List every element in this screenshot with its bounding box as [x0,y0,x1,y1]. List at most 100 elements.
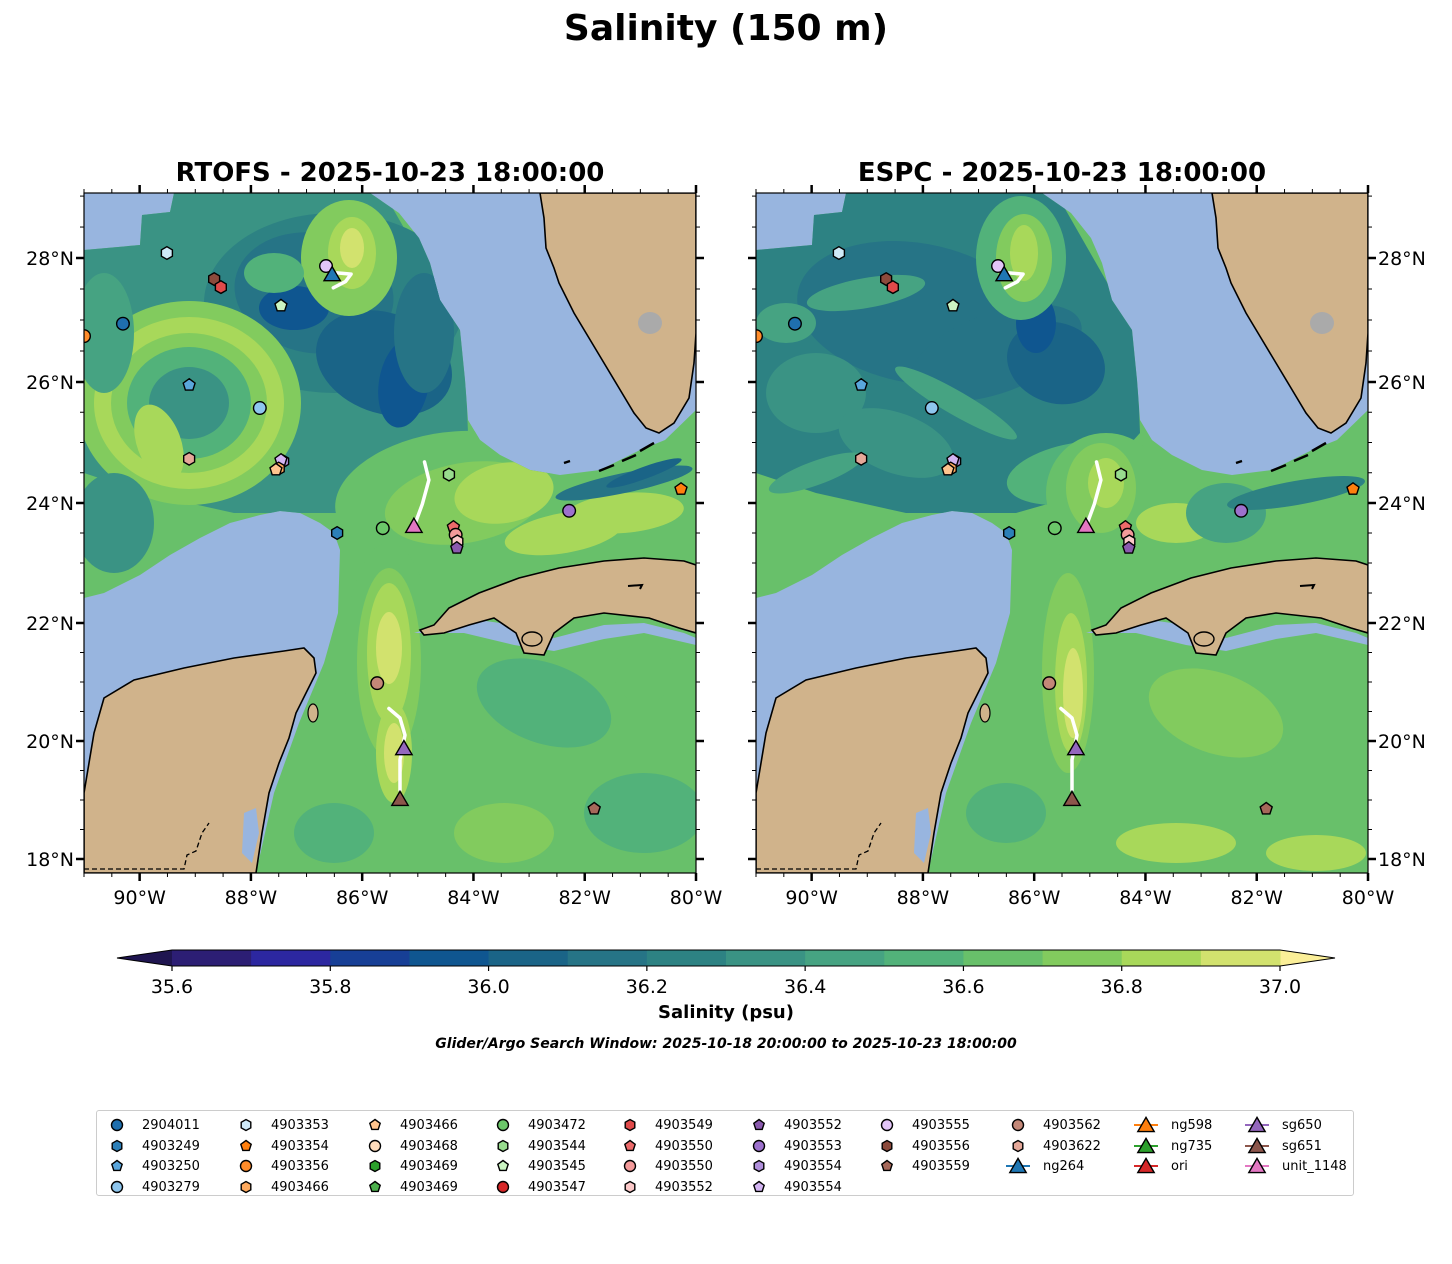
legend-marker-pentagon-icon [239,1139,253,1152]
legend-marker [110,1180,124,1194]
marker-4903559-pentagon [1259,801,1274,815]
legend-label: 4903544 [528,1138,586,1154]
legend-marker-pentagon-icon [368,1118,382,1131]
marker-4903545-pentagon [946,298,960,312]
legend-marker [624,1180,636,1194]
florida-land [539,193,696,434]
colorbar-bin [488,950,569,966]
legend-marker [1247,1116,1267,1133]
legend: 2904011 4903249 4903250 4903279 4903353 49033… [96,1110,1354,1196]
marker-4903354-pentagon [674,481,688,495]
legend-label: 4903559 [912,1158,970,1174]
legend-marker-triangle-icon [1245,1137,1269,1154]
legend-marker-pentagon-icon [752,1180,766,1193]
legend-marker-circle-icon [110,1180,124,1194]
legend-label: 4903353 [271,1117,329,1133]
legend-label: 4903553 [784,1138,842,1154]
salinity-contour [1116,823,1236,863]
colorbar-tick-label: 37.0 [1259,976,1301,998]
salinity-contour [756,303,816,343]
legend-marker [239,1159,253,1173]
legend-marker [240,1180,252,1194]
legend-marker-triangle-icon [1245,1116,1269,1133]
legend-label: ng264 [1043,1158,1085,1174]
legend-label: 4903466 [271,1179,329,1195]
cuba-shelf [1086,618,1368,651]
colorbar-tick-label: 35.6 [151,976,193,998]
colorbar-bin [963,950,1044,966]
legend-marker [368,1139,382,1153]
legend-label: 4903469 [400,1179,458,1195]
legend-marker [240,1118,252,1132]
marker-4903249-hexagon [1002,525,1016,541]
y-tick-label: 18°N [26,849,74,871]
colorbar-extend-max [1280,950,1335,966]
legend-marker [497,1139,509,1153]
glider-track-unit_1148 [1085,460,1103,526]
marker-4903466-pentagon [941,462,955,476]
y-tick-label: 28°N [1378,248,1426,270]
figure-title: Salinity (150 m) [563,8,889,49]
legend-marker-hexagon-icon [369,1159,381,1173]
legend-label: 2904011 [142,1117,200,1133]
legend-marker [110,1118,124,1132]
legend-marker [368,1118,382,1131]
salinity-contour [1148,668,1284,758]
colorbar-bin [1042,950,1123,966]
marker-2904011-circle [115,316,130,331]
lake-okeechobee [1310,312,1334,334]
cayman-islands [1299,583,1316,590]
y-tick-label: 20°N [26,731,74,753]
legend-marker-hexagon-icon [624,1180,636,1194]
legend-label: 4903249 [142,1138,200,1154]
isla-juventud [521,631,543,647]
marker-sg651-triangle [1062,789,1082,807]
legend-label: 4903550 [655,1158,713,1174]
search-window-caption: Glider/Argo Search Window: 2025-10-18 20… [435,1036,1017,1052]
marker-4903552-pentagon [1121,540,1136,554]
legend-marker-pentagon-icon [110,1159,124,1172]
marker-4903353-hexagon [160,245,174,261]
legend-label: 4903466 [400,1117,458,1133]
marker-4903356-circle [84,329,91,344]
marker-4903356-circle [756,329,763,344]
salinity-contour [340,228,364,268]
legend-marker [753,1159,765,1173]
marker-ng264-triangle [322,265,342,282]
legend-label: 4903472 [528,1117,586,1133]
salinity-contour [394,273,454,393]
legend-label: 4903554 [784,1179,842,1195]
espc-salinity-map: 90°W 88°W 86°W 84°W 82°W 80°W 28°N 26°N 24°N 22°N… [748,185,1426,909]
marker-4903553-circle [1234,503,1249,518]
colorbar-bin [805,950,885,966]
legend-marker-hexagon-icon [753,1159,765,1173]
y-tick-label: 24°N [26,493,74,515]
legend-marker [369,1159,381,1173]
marker-4903353-hexagon [832,245,846,261]
colorbar-bin [330,950,410,966]
colorbar-tick-label: 36.4 [784,976,826,998]
x-tick-label: 90°W [113,887,166,909]
legend-label: 4903250 [142,1158,200,1174]
belize-shelf [914,808,931,863]
marker-sg650-triangle [1066,739,1086,756]
legend-label: 4903552 [655,1179,713,1195]
colorbar-tick-label: 36.0 [467,976,509,998]
marker-4903552-pentagon [449,540,464,554]
salinity-contour [838,408,954,478]
y-tick-label: 26°N [1378,372,1426,394]
y-tick-label: 26°N [26,372,74,394]
legend-label: sg651 [1282,1138,1322,1154]
border-dashed [756,822,882,870]
colorbar-bin [409,950,490,966]
colorbar-bin [884,950,964,966]
colorbar-bin [646,950,727,966]
espc-panel-title: ESPC - 2025-10-23 18:00:00 [857,158,1267,188]
salinity-contour [454,803,554,863]
marker-4903250-pentagon [182,377,196,391]
marker-4903472-circle [1047,521,1062,536]
legend-label: 4903547 [528,1179,586,1195]
legend-marker-hexagon-icon [240,1118,252,1132]
y-tick-label: 20°N [1378,731,1426,753]
salinity-contour [454,462,554,524]
